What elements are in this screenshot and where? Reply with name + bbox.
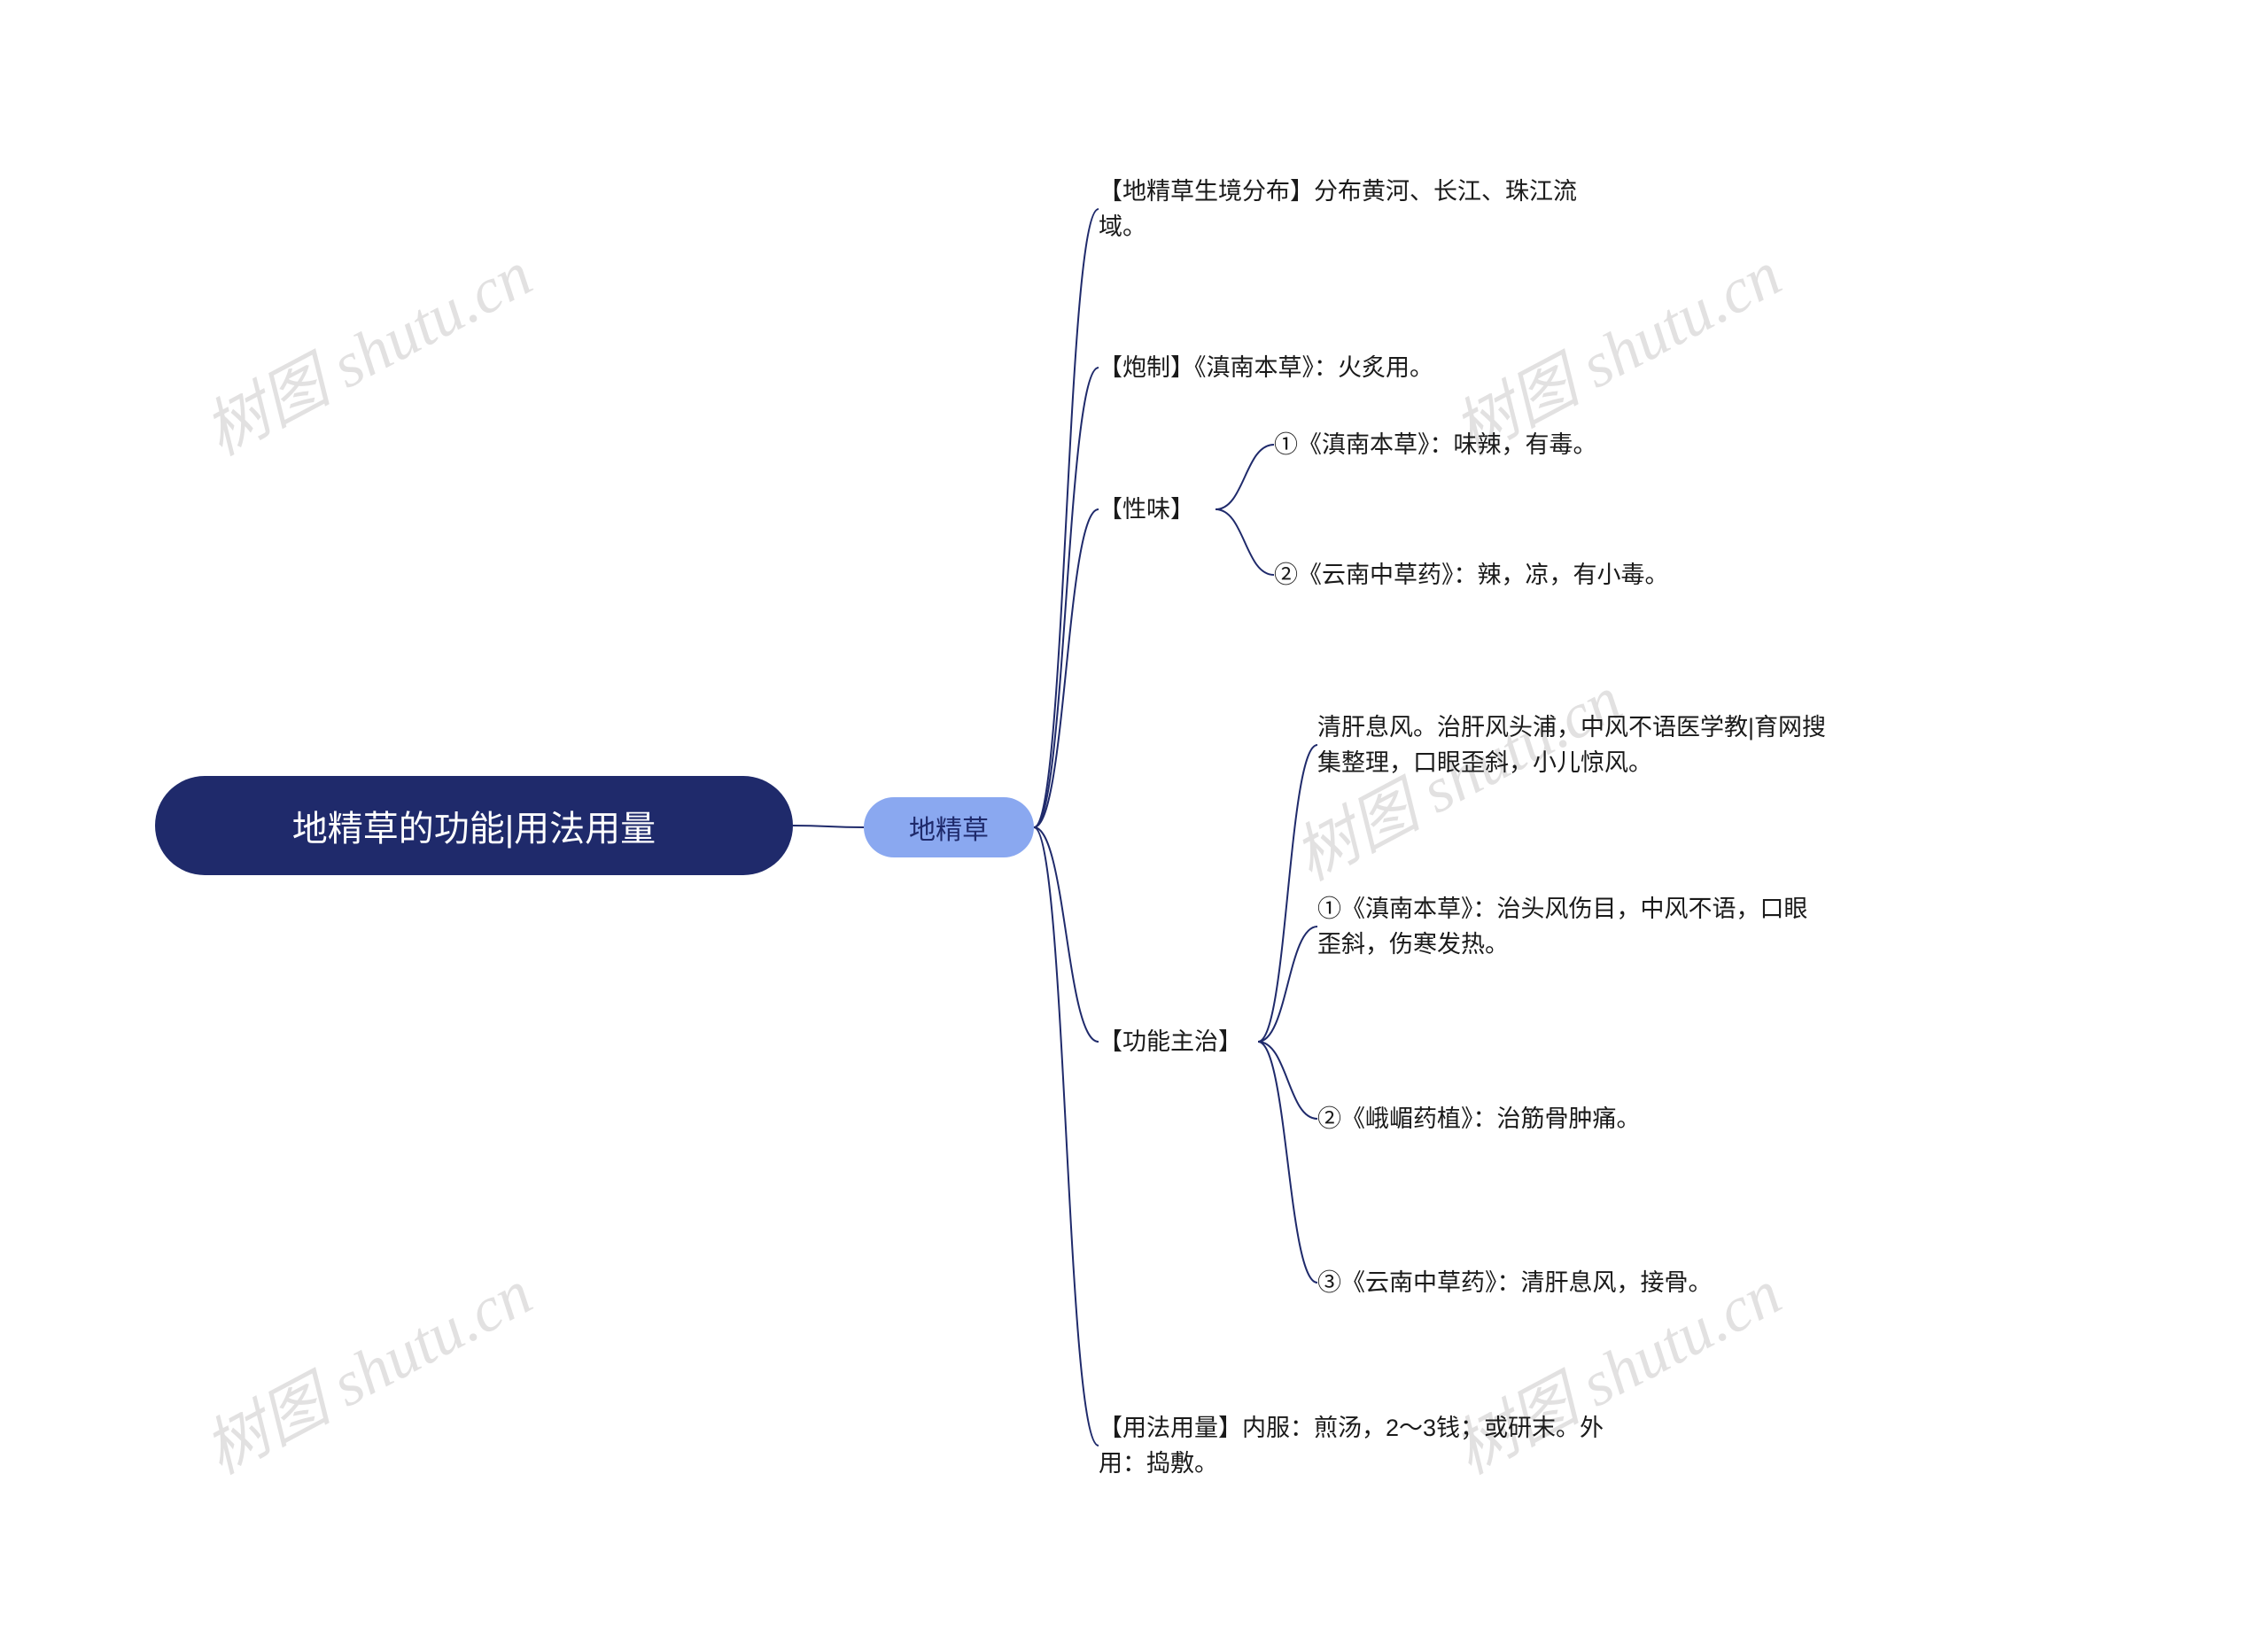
leaf-2-0-label: ①《滇南本草》：味辣，有毒。	[1274, 427, 1597, 463]
branch-3-label: 【功能主治】	[1099, 1024, 1242, 1060]
branch-1-label: 【炮制】《滇南本草》：火炙用。	[1099, 350, 1433, 386]
branch-4: 【用法用量】内服：煎汤，2～3钱；或研末。外用：捣敷。	[1099, 1409, 1612, 1482]
leaf-3-3-label: ③《云南中草药》：清肝息风，接骨。	[1317, 1265, 1713, 1301]
watermark: 树图 shutu.cn	[185, 222, 545, 472]
leaf-2-0: ①《滇南本草》：味辣，有毒。	[1274, 427, 1646, 462]
leaf-3-3: ③《云南中草药》：清肝息风，接骨。	[1317, 1265, 1760, 1300]
root-label: 地精草的功能|用法用量	[292, 800, 656, 851]
leaf-2-1: ②《云南中草药》：辣，凉，有小毒。	[1274, 557, 1717, 593]
level1-node: 地精草	[864, 797, 1034, 857]
level1-label: 地精草	[909, 808, 989, 847]
branch-3: 【功能主治】	[1099, 1024, 1258, 1059]
leaf-3-0-label: 清肝息风。治肝风头浦，中风不语医学教|育网搜集整理，口眼歪斜，小儿惊风。	[1317, 710, 1831, 781]
leaf-2-1-label: ②《云南中草药》：辣，凉，有小毒。	[1274, 557, 1669, 593]
watermark: 树图 shutu.cn	[185, 1241, 545, 1491]
leaf-3-2-label: ②《峨嵋药植》：治筋骨肿痛。	[1317, 1101, 1641, 1137]
branch-2: 【性味】	[1099, 492, 1216, 527]
branch-0: 【地精草生境分布】分布黄河、长江、珠江流域。	[1099, 173, 1612, 245]
leaf-3-2: ②《峨嵋药植》：治筋骨肿痛。	[1317, 1101, 1689, 1136]
root-node: 地精草的功能|用法用量	[155, 776, 793, 875]
branch-0-label: 【地精草生境分布】分布黄河、长江、珠江流域。	[1099, 174, 1612, 245]
branch-2-label: 【性味】	[1099, 492, 1194, 528]
branch-1: 【炮制】《滇南本草》：火炙用。	[1099, 350, 1542, 385]
leaf-3-1: ①《滇南本草》：治头风伤目，中风不语，口眼歪斜，伤寒发热。	[1317, 890, 1831, 963]
branch-4-label: 【用法用量】内服：煎汤，2～3钱；或研末。外用：捣敷。	[1099, 1410, 1612, 1482]
leaf-3-1-label: ①《滇南本草》：治头风伤目，中风不语，口眼歪斜，伤寒发热。	[1317, 891, 1831, 963]
leaf-3-0: 清肝息风。治肝风头浦，中风不语医学教|育网搜集整理，口眼歪斜，小儿惊风。	[1317, 709, 1831, 781]
